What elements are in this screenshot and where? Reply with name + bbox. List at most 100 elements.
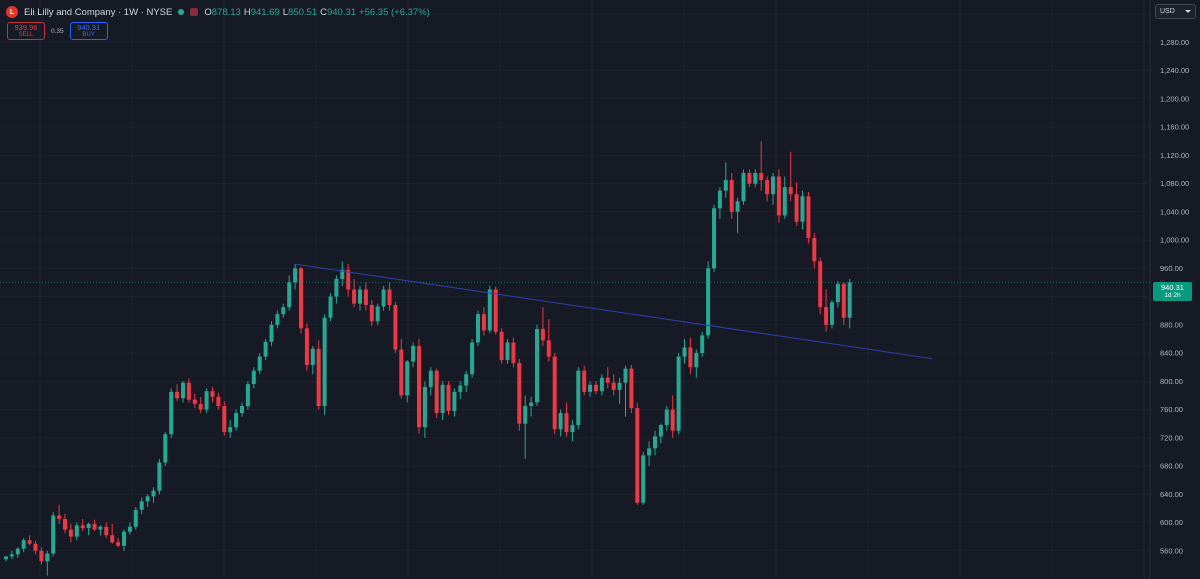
candle-up [723,180,728,191]
candle-up [163,434,168,463]
y-tick-label: 720.00 [1160,433,1183,442]
candle-down [110,535,115,543]
buy-price: 940.31 [77,22,101,32]
candle-up [700,335,705,354]
sell-button[interactable]: 939.96 SELL [7,22,45,40]
candle-down [63,518,67,530]
candle-up [204,391,209,410]
company-logo: L [6,6,18,18]
ohlc-low: L850.51 [282,6,318,18]
candle-down [511,342,516,363]
candle-up [263,341,268,357]
candle-up [234,413,239,428]
candle-up [570,425,575,433]
candle-down [39,550,44,562]
candle-up [51,515,56,554]
candle-up [74,525,79,537]
y-tick-label: 760.00 [1160,405,1183,414]
spread-value: 0.35 [51,27,64,35]
flag-icon[interactable] [190,8,199,16]
candle-up [464,374,469,386]
candle-up [293,268,298,283]
candle-up [458,385,463,392]
candles [4,141,852,576]
candle-down [499,331,504,361]
candle-up [847,282,852,318]
candle-up [322,317,327,407]
candle-up [835,283,840,303]
candle-down [446,384,451,411]
candle-up [422,386,427,428]
candle-down [399,349,404,396]
trendline[interactable] [295,263,933,360]
candle-down [369,305,374,322]
y-tick-label: 840.00 [1160,349,1183,358]
buy-button[interactable]: 940.31 BUY [69,22,108,40]
candle-up [830,302,834,325]
ohlc-close: C940.31 [320,6,357,18]
ohlc-change: +56.35 (+6.37%) [359,6,430,18]
symbol-title[interactable]: Eli Lilly and Company · 1W · NYSE [24,6,173,18]
candle-up [251,370,256,385]
ohlc-high: H941.69 [243,6,280,18]
candle-up [558,413,563,430]
candle-up [753,172,758,184]
candle-up [358,289,362,304]
candle-down [27,540,32,544]
candle-up [800,196,805,222]
candle-up [617,382,622,390]
candle-down [546,340,551,357]
candle-up [452,391,457,411]
candle-down [346,269,351,290]
candle-down [434,370,439,414]
candle-up [641,455,646,503]
candle-down [517,362,522,424]
candle-down [80,525,85,529]
candle-down [175,391,180,399]
chevron-down-icon [1185,10,1191,13]
candle-up [535,329,539,403]
candle-up [310,348,315,366]
candle-down [493,289,498,332]
candle-up [476,314,480,343]
candle-down [759,172,764,181]
candle-down [222,406,227,433]
market-status-icon [178,9,185,15]
y-tick-label: 600.00 [1160,518,1183,527]
candle-up [151,490,156,497]
candle-up [771,176,775,195]
candle-up [588,384,593,392]
y-tick-label: 1,120.00 [1160,151,1189,160]
candle-down [210,391,215,397]
candle-up [706,268,711,336]
candle-down [216,396,221,407]
candle-down [316,348,321,407]
candle-down [481,314,486,331]
candle-up [647,448,652,456]
candle-down [788,187,793,195]
ohlc-values: O878.13 H941.69 L850.51 C940.31 +56.35 (… [204,7,429,18]
candle-up [375,306,380,322]
candle-down [794,194,799,222]
y-tick-label: 560.00 [1160,546,1183,555]
candle-up [245,384,250,407]
candle-up [240,406,244,414]
candle-down [806,196,811,238]
candle-down [611,382,616,390]
candle-down [582,370,587,392]
buy-label: BUY [82,31,95,38]
candle-down [841,283,846,318]
y-tick-label: 880.00 [1160,320,1183,329]
y-tick-label: 1,000.00 [1160,236,1189,245]
sell-label: SELL [18,31,34,38]
candle-down [776,176,781,216]
candle-up [181,382,185,399]
y-tick-label: 960.00 [1160,264,1183,273]
candle-up [169,391,174,435]
candle-down [304,328,309,366]
candle-up [658,425,663,437]
candle-up [287,282,292,308]
currency-selector[interactable]: USD [1155,4,1196,19]
candle-up [470,342,475,375]
